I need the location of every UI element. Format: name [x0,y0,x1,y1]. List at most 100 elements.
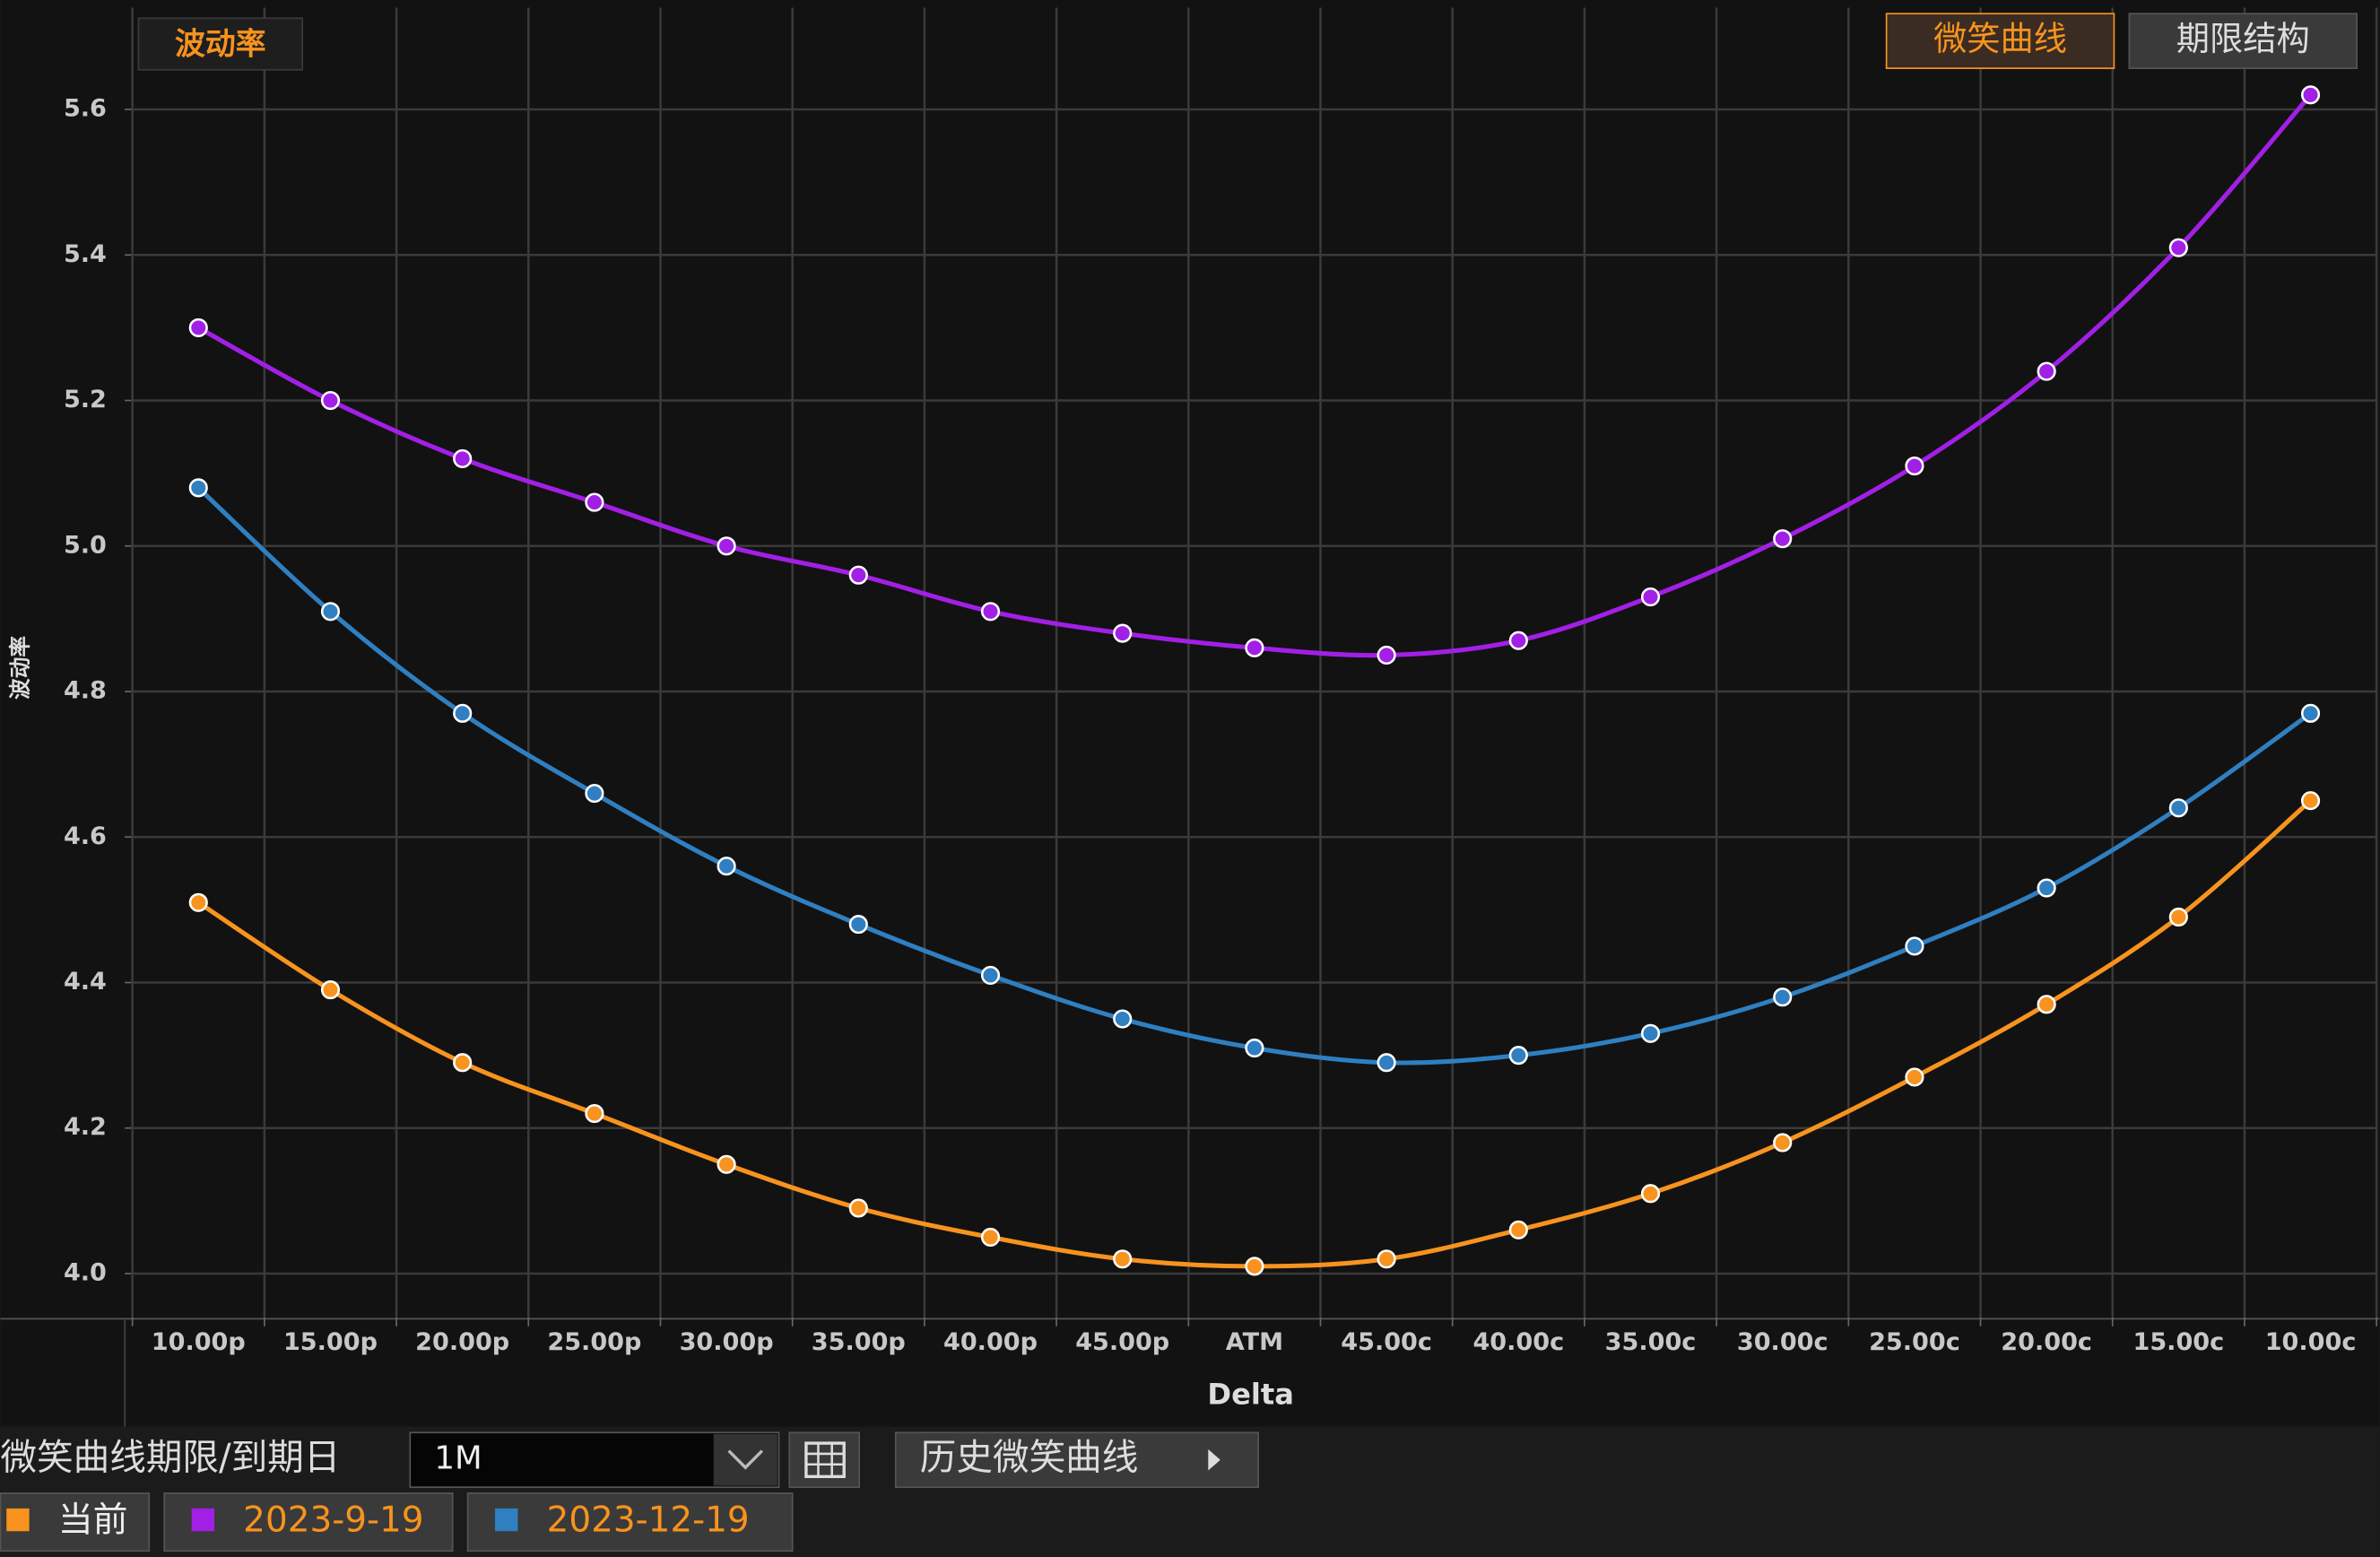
data-point [2168,798,2188,818]
data-point [2300,703,2321,723]
series-group [188,85,2321,1276]
data-point [2168,238,2188,257]
x-tick-label: 40.00c [1472,1328,1564,1356]
data-point [1905,1067,1924,1087]
legend: 当前 2023-9-19 2023-12-19 [0,1492,794,1553]
series-line [197,93,2313,658]
legend-item[interactable] [466,1492,794,1553]
data-point [2037,361,2056,381]
calendar-button[interactable] [788,1431,860,1489]
data-point [1113,623,1133,643]
legend-label[interactable]: 2023-9-19 [243,1500,423,1541]
title-badge [137,17,304,71]
data-point [1245,1257,1264,1276]
x-tick-label: 30.00p [680,1328,774,1356]
tab-label[interactable]: 微笑曲线 [1933,19,2067,58]
data-point [585,1103,604,1124]
history-button[interactable] [894,1431,1259,1489]
data-point [1773,1133,1793,1153]
data-point [1245,638,1264,657]
data-point [717,536,736,556]
calendar-icon-grid [805,1443,845,1477]
legend-item[interactable] [0,1492,151,1553]
x-tick-label: 10.00c [2265,1328,2357,1356]
legend-label[interactable]: 当前 [58,1500,128,1541]
data-point [1773,529,1793,549]
x-tick-label: 25.00c [1869,1328,1960,1356]
data-point [320,602,341,622]
data-point [1905,936,1924,956]
data-point [2300,85,2321,105]
y-tick-label: 4.8 [64,677,107,705]
y-tick-label: 5.0 [64,531,107,559]
x-tick-label: 45.00p [1075,1328,1169,1356]
data-point [2300,791,2321,811]
data-point [1640,587,1661,607]
x-tick-label: 20.00c [2001,1328,2092,1356]
chart-title: 波动率 [175,26,265,61]
y-axis-label: 波动率 [8,636,33,700]
data-point [1377,1249,1396,1269]
x-tick-label: 35.00p [812,1328,906,1356]
tab-active[interactable] [1885,13,2115,69]
x-axis-label: Delta [1207,1378,1294,1412]
x-tick-label: 30.00c [1737,1328,1828,1356]
data-point [1113,1249,1133,1269]
data-point [585,492,604,512]
data-point [848,915,868,935]
data-point [1508,631,1528,650]
data-point [453,1053,473,1073]
data-point [1377,1053,1396,1073]
data-point [1245,1038,1264,1058]
dropdown-button[interactable] [713,1433,777,1486]
data-point [188,478,208,498]
x-tick-label: 35.00c [1605,1328,1697,1356]
x-tick-label: 40.00p [943,1328,1038,1356]
data-point [2037,878,2056,898]
y-tick-label: 5.4 [64,240,107,268]
data-point [1508,1046,1528,1066]
data-point [320,390,341,411]
calendar-icon [804,1441,846,1479]
y-tick-label: 5.6 [64,95,107,123]
legend-label[interactable]: 2023-12-19 [547,1500,750,1541]
data-point [453,448,473,468]
data-point [848,565,868,585]
tenor-value[interactable]: 1M [434,1440,482,1477]
history-button-arrow [1208,1448,1220,1471]
data-point [848,1198,868,1218]
x-tick-label: 25.00p [547,1328,641,1356]
x-tick-label: 10.00p [152,1328,246,1356]
data-point [188,892,208,912]
x-tick-label: 45.00c [1341,1328,1432,1356]
tab[interactable] [2128,13,2358,69]
x-tick-label: 15.00p [283,1328,378,1356]
data-point [980,602,1001,622]
legend-swatch [6,1508,30,1532]
data-point [717,1154,736,1174]
x-tick-label: 15.00c [2133,1328,2225,1356]
y-tick-label: 4.6 [64,822,107,850]
x-tick-label: 20.00p [415,1328,509,1356]
legend-swatch [495,1508,518,1532]
grid: 4.0 4.2 4.4 4.6 4.8 5.0 5.2 5.4 5.6 10.00p 15.00p 2… [64,7,2378,1356]
tab-label[interactable]: 期限结构 [2176,19,2310,58]
y-tick-label: 4.2 [64,1113,107,1141]
data-point [980,1227,1001,1248]
data-point [188,317,208,337]
plot-background [0,0,2379,1426]
data-point [1113,1009,1133,1029]
x-tick-label: ATM [1226,1328,1283,1356]
data-point [453,703,473,723]
data-point [1640,1184,1661,1204]
y-tick-label: 4.0 [64,1258,107,1286]
data-point [320,980,341,1000]
data-point [1773,987,1793,1007]
history-button-label[interactable]: 历史微笑曲线 [920,1436,1139,1479]
data-point [717,857,736,876]
dropdown-arrow [727,1449,764,1470]
data-point [1905,456,1924,476]
data-point [1508,1220,1528,1240]
data-point [1377,645,1396,665]
